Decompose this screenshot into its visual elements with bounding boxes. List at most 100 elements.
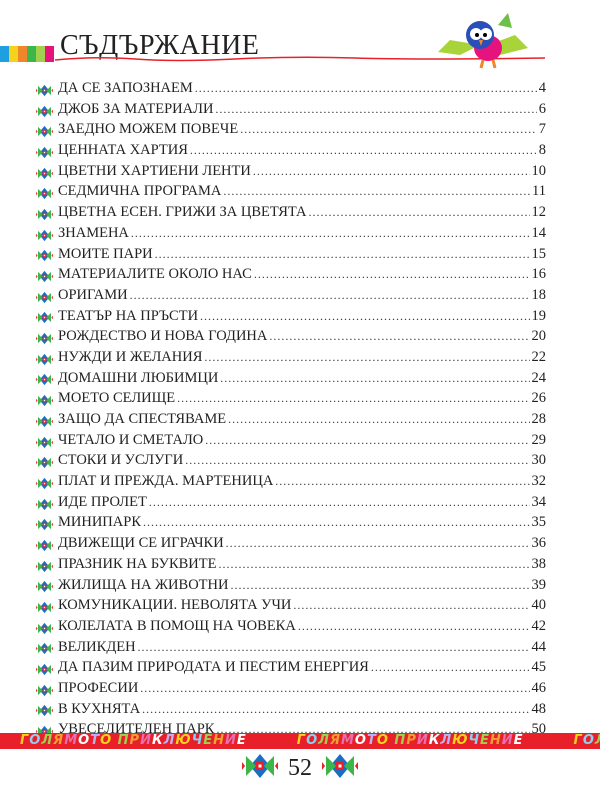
toc-entry-page: 26 <box>531 390 547 407</box>
toc-entry-title: КОМУНИКАЦИИ. НЕВОЛЯТА УЧИ <box>58 597 292 614</box>
dot-leader <box>240 122 537 137</box>
toc-entry-page: 10 <box>531 162 547 179</box>
toc-entry-page: 44 <box>531 638 547 655</box>
dot-leader <box>130 288 530 303</box>
dot-leader <box>190 143 537 158</box>
toc-entry-title: ЦВЕТНА ЕСЕН. ГРИЖИ ЗА ЦВЕТЯТА <box>58 204 307 221</box>
toc-entry-page: 40 <box>531 597 547 614</box>
toc-entry[interactable]: МОИТЕ ПАРИ 15 <box>36 246 546 267</box>
toc-entry[interactable]: МОЕТО СЕЛИЩЕ 26 <box>36 390 546 411</box>
toc-entry[interactable]: ЗНАМЕНА 14 <box>36 225 546 246</box>
folk-ornament-icon <box>36 704 58 717</box>
toc-entry[interactable]: ПЛАТ И ПРЕЖДА. МАРТЕНИЦА 32 <box>36 473 546 494</box>
toc-entry-page: 24 <box>531 369 547 386</box>
toc-entry-page: 42 <box>531 617 547 634</box>
dot-leader <box>149 495 530 510</box>
toc-entry-page: 20 <box>531 328 547 345</box>
folk-ornament-icon <box>36 518 58 531</box>
footer-band: ГОЛЯМОТО ПРИКЛЮЧЕНИЕ ГОЛЯМОТО ПРИКЛЮЧЕНИЕ… <box>0 733 600 749</box>
folk-ornament-icon <box>36 167 58 180</box>
toc-entry[interactable]: СТОКИ И УСЛУГИ 30 <box>36 452 546 473</box>
folk-ornament-icon <box>36 601 58 614</box>
toc-entry[interactable]: ЦВЕТНИ ХАРТИЕНИ ЛЕНТИ 10 <box>36 163 546 184</box>
toc-entry-title: ИДЕ ПРОЛЕТ <box>58 493 147 510</box>
folk-ornament-icon <box>36 373 58 386</box>
dot-leader <box>223 184 530 199</box>
toc-entry[interactable]: НУЖДИ И ЖЕЛАНИЯ 22 <box>36 349 546 370</box>
toc-entry[interactable]: КОЛЕЛАТА В ПОМОЩ НА ЧОВЕКА 42 <box>36 618 546 639</box>
toc-entry[interactable]: ЗАЩО ДА СПЕСТЯВАМЕ 28 <box>36 411 546 432</box>
toc-entry[interactable]: СЕДМИЧНА ПРОГРАМА 11 <box>36 183 546 204</box>
toc-entry-page: 8 <box>538 142 546 159</box>
toc-entry[interactable]: ПРАЗНИК НА БУКВИТЕ 38 <box>36 556 546 577</box>
toc-entry-page: 6 <box>538 100 546 117</box>
toc-entry-page: 18 <box>531 286 547 303</box>
toc-entry-page: 29 <box>531 431 547 448</box>
toc-entry[interactable]: КОМУНИКАЦИИ. НЕВОЛЯТА УЧИ 40 <box>36 597 546 618</box>
toc-entry-title: ТЕАТЪР НА ПРЪСТИ <box>58 307 199 324</box>
toc-entry[interactable]: ОРИГАМИ 18 <box>36 287 546 308</box>
folk-ornament-icon <box>36 415 58 428</box>
toc-entry[interactable]: ДА СЕ ЗАПОЗНАЕМ 4 <box>36 80 546 101</box>
toc-entry-title: ЗАЕДНО МОЖЕМ ПОВЕЧЕ <box>58 121 239 138</box>
dot-leader <box>215 102 536 117</box>
folk-ornament-icon <box>36 560 58 573</box>
toc-entry[interactable]: ВЕЛИКДЕН 44 <box>36 639 546 660</box>
dot-leader <box>308 205 529 220</box>
toc-entry-page: 16 <box>531 266 547 283</box>
toc-entry-page: 36 <box>531 535 547 552</box>
toc-entry-page: 19 <box>531 307 547 324</box>
toc-entry-title: КОЛЕЛАТА В ПОМОЩ НА ЧОВЕКА <box>58 617 296 634</box>
toc-entry[interactable]: ДВИЖЕЩИ СЕ ИГРАЧКИ 36 <box>36 535 546 556</box>
toc-entry[interactable]: ЗАЕДНО МОЖЕМ ПОВЕЧЕ 7 <box>36 121 546 142</box>
toc-entry-title: В КУХНЯТА <box>58 700 141 717</box>
folk-ornament-icon <box>36 229 58 242</box>
toc-entry-title: ПРАЗНИК НА БУКВИТЕ <box>58 555 217 572</box>
toc-entry[interactable]: МИНИПАРК 35 <box>36 514 546 535</box>
toc-entry[interactable]: ИДЕ ПРОЛЕТ 34 <box>36 494 546 515</box>
folk-ornament-icon <box>36 270 58 283</box>
folk-ornament-icon <box>36 436 58 449</box>
dot-leader <box>298 619 530 634</box>
dot-leader <box>228 412 529 427</box>
dot-leader <box>138 640 530 655</box>
toc-entry-page: 15 <box>531 245 547 262</box>
toc-entry-title: ПЛАТ И ПРЕЖДА. МАРТЕНИЦА <box>58 473 274 490</box>
page-number: 52 <box>288 755 312 781</box>
dot-leader <box>371 660 530 675</box>
folk-ornament-icon <box>322 752 358 785</box>
toc-entry[interactable]: ЦВЕТНА ЕСЕН. ГРИЖИ ЗА ЦВЕТЯТА 12 <box>36 204 546 225</box>
toc-entry-page: 32 <box>531 473 547 490</box>
toc-entry-title: ЦЕННАТА ХАРТИЯ <box>58 142 188 159</box>
toc-entry[interactable]: РОЖДЕСТВО И НОВА ГОДИНА 20 <box>36 328 546 349</box>
toc-entry[interactable]: ЖИЛИЩА НА ЖИВОТНИ 39 <box>36 577 546 598</box>
dot-leader <box>177 391 529 406</box>
toc-entry-page: 46 <box>531 679 547 696</box>
toc-entry[interactable]: ПРОФЕСИИ 46 <box>36 680 546 701</box>
toc-entry-title: ДА ПАЗИМ ПРИРОДАТА И ПЕСТИМ ЕНЕРГИЯ <box>58 659 369 676</box>
toc-entry-title: ЧЕТАЛО И СМЕТАЛО <box>58 431 204 448</box>
toc-entry-title: ОРИГАМИ <box>58 286 128 303</box>
toc-entry[interactable]: ЦЕННАТА ХАРТИЯ 8 <box>36 142 546 163</box>
dot-leader <box>226 536 530 551</box>
toc-entry[interactable]: ДОМАШНИ ЛЮБИМЦИ 24 <box>36 370 546 391</box>
toc-entry[interactable]: МАТЕРИАЛИТЕ ОКОЛО НАС 16 <box>36 266 546 287</box>
toc-entry[interactable]: В КУХНЯТА 48 <box>36 701 546 722</box>
page-title: СЪДЪРЖАНИЕ <box>60 30 260 61</box>
toc-entry[interactable]: ДА ПАЗИМ ПРИРОДАТА И ПЕСТИМ ЕНЕРГИЯ 45 <box>36 659 546 680</box>
folk-ornament-icon <box>242 752 278 785</box>
folk-ornament-icon <box>36 311 58 324</box>
toc-entry-title: ДВИЖЕЩИ СЕ ИГРАЧКИ <box>58 535 224 552</box>
toc-entry-page: 4 <box>538 80 546 96</box>
folk-ornament-icon <box>36 187 58 200</box>
dot-leader <box>293 598 529 613</box>
dot-leader <box>275 474 529 489</box>
dot-leader <box>204 350 529 365</box>
toc-entry-page: 30 <box>531 452 547 469</box>
toc-entry[interactable]: ТЕАТЪР НА ПРЪСТИ 19 <box>36 308 546 329</box>
page-number-area: 52 <box>0 752 600 785</box>
dot-leader <box>253 164 530 179</box>
toc-entry[interactable]: ДЖОБ ЗА МАТЕРИАЛИ 6 <box>36 101 546 122</box>
folk-ornament-icon <box>36 622 58 635</box>
toc-entry[interactable]: ЧЕТАЛО И СМЕТАЛО 29 <box>36 432 546 453</box>
